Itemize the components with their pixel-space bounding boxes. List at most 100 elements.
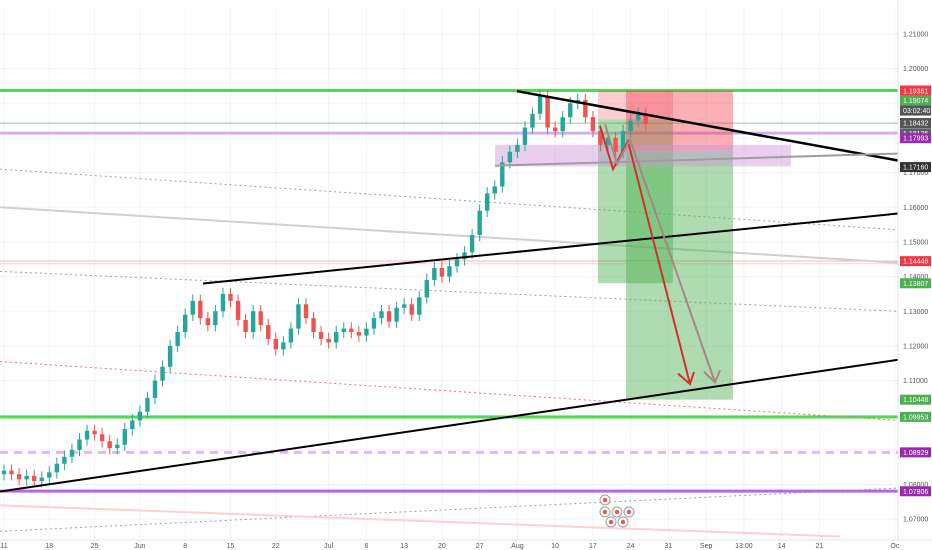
- event-marker-dot: [602, 497, 608, 503]
- time-axis-bg: [0, 540, 932, 550]
- candle: [409, 298, 414, 321]
- candle-body: [281, 342, 286, 350]
- candle-body: [477, 210, 482, 236]
- price-tick-label: 1.17000: [903, 170, 928, 177]
- price-axis[interactable]: 1.070001.080001.090001.100001.110001.120…: [897, 0, 932, 550]
- candle-body: [273, 338, 278, 350]
- candle-body: [522, 127, 528, 145]
- time-axis[interactable]: 11 18 25 Jun 8 15 22 Jul 6 13 20 27 Aug 10 17 24 31 Sep 13…: [0, 539, 932, 550]
- grey-trend-line: [0, 206, 899, 264]
- candle-body: [99, 434, 105, 442]
- candle: [341, 322, 346, 339]
- candle-body: [258, 311, 263, 326]
- candle-body: [160, 366, 165, 381]
- candle-body: [220, 293, 226, 312]
- event-marker-dot: [626, 509, 632, 515]
- candle: [424, 273, 429, 304]
- candle-body: [568, 103, 573, 118]
- countdown-tag-bg: [900, 105, 931, 116]
- candles: [1, 90, 648, 488]
- price-tag: 1.17993: [900, 133, 931, 144]
- candle: [160, 360, 165, 387]
- candle: [590, 110, 596, 138]
- candle-body: [545, 96, 550, 128]
- candle-body: [537, 96, 543, 114]
- time-tick-label: 17: [589, 543, 597, 550]
- candle: [515, 138, 520, 159]
- candle: [266, 318, 271, 346]
- candle: [296, 298, 301, 335]
- candle: [69, 443, 75, 464]
- candle-body: [560, 117, 565, 132]
- candle-body: [16, 474, 22, 480]
- price-tag: 1.14446: [900, 256, 931, 267]
- candle: [281, 336, 286, 356]
- secondary-projection-arrow: [604, 123, 716, 383]
- time-tick-label: 13:00: [735, 543, 753, 550]
- candle-body: [92, 430, 97, 435]
- economic-event-marker: [617, 516, 629, 528]
- candle-body: [394, 307, 399, 322]
- candle: [552, 121, 558, 138]
- candle: [122, 422, 127, 451]
- candle-body: [62, 456, 67, 464]
- price-tag-label: 1.18432: [903, 120, 928, 127]
- candle-body: [54, 463, 60, 473]
- time-tick-label: 13: [400, 543, 408, 550]
- candle: [469, 228, 475, 259]
- time-tick-label: 10: [551, 543, 559, 550]
- candle-body: [507, 151, 513, 163]
- candle: [311, 311, 316, 339]
- price-tag: 1.19074: [900, 95, 931, 106]
- candle-body: [620, 131, 626, 152]
- candle-body: [190, 300, 195, 315]
- candle-body: [39, 477, 44, 482]
- trend-lines: [0, 89, 899, 493]
- price-tick-label: 1.20000: [903, 66, 928, 73]
- time-tick-label: 15: [227, 543, 235, 550]
- candle-body: [552, 127, 558, 132]
- price-tag-label: 1.19361: [903, 88, 928, 95]
- price-tag-label: 1.09953: [903, 414, 928, 421]
- candle: [560, 110, 565, 138]
- economic-event-marker: [599, 494, 611, 506]
- price-tag: 1.07806: [900, 486, 931, 497]
- candle: [152, 374, 158, 405]
- candle-body: [492, 186, 497, 194]
- candle: [326, 332, 331, 349]
- price-tag-bg: [900, 447, 931, 458]
- candle: [371, 311, 377, 335]
- candle-body: [311, 318, 316, 333]
- price-tag: 1.10448: [900, 394, 931, 405]
- candle-body: [447, 266, 452, 277]
- candle: [107, 434, 112, 455]
- candle-body: [288, 328, 294, 343]
- candle-body: [152, 380, 158, 398]
- candle: [213, 305, 218, 332]
- candle: [583, 93, 588, 124]
- candle-body: [235, 300, 241, 320]
- candle-body: [583, 99, 588, 118]
- candle-body: [356, 332, 362, 336]
- candle-body: [205, 318, 211, 326]
- candle: [288, 322, 294, 349]
- rising-trendline-upper: [202, 212, 899, 285]
- dashed-channel-line: [0, 168, 899, 231]
- candle-body: [266, 325, 271, 339]
- candle: [92, 424, 97, 441]
- time-tick-label: 11: [0, 543, 7, 550]
- candle: [205, 311, 211, 332]
- candle: [1, 464, 7, 481]
- price-tag-label: 1.17993: [903, 136, 928, 143]
- economic-event-marker: [611, 506, 623, 518]
- candle: [522, 121, 528, 152]
- candle-body: [401, 304, 407, 308]
- economic-event-marker: [605, 516, 617, 528]
- candle: [356, 325, 362, 342]
- candle: [636, 107, 641, 127]
- candle: [220, 287, 226, 318]
- candle-body: [84, 430, 90, 440]
- candle-body: [32, 475, 37, 482]
